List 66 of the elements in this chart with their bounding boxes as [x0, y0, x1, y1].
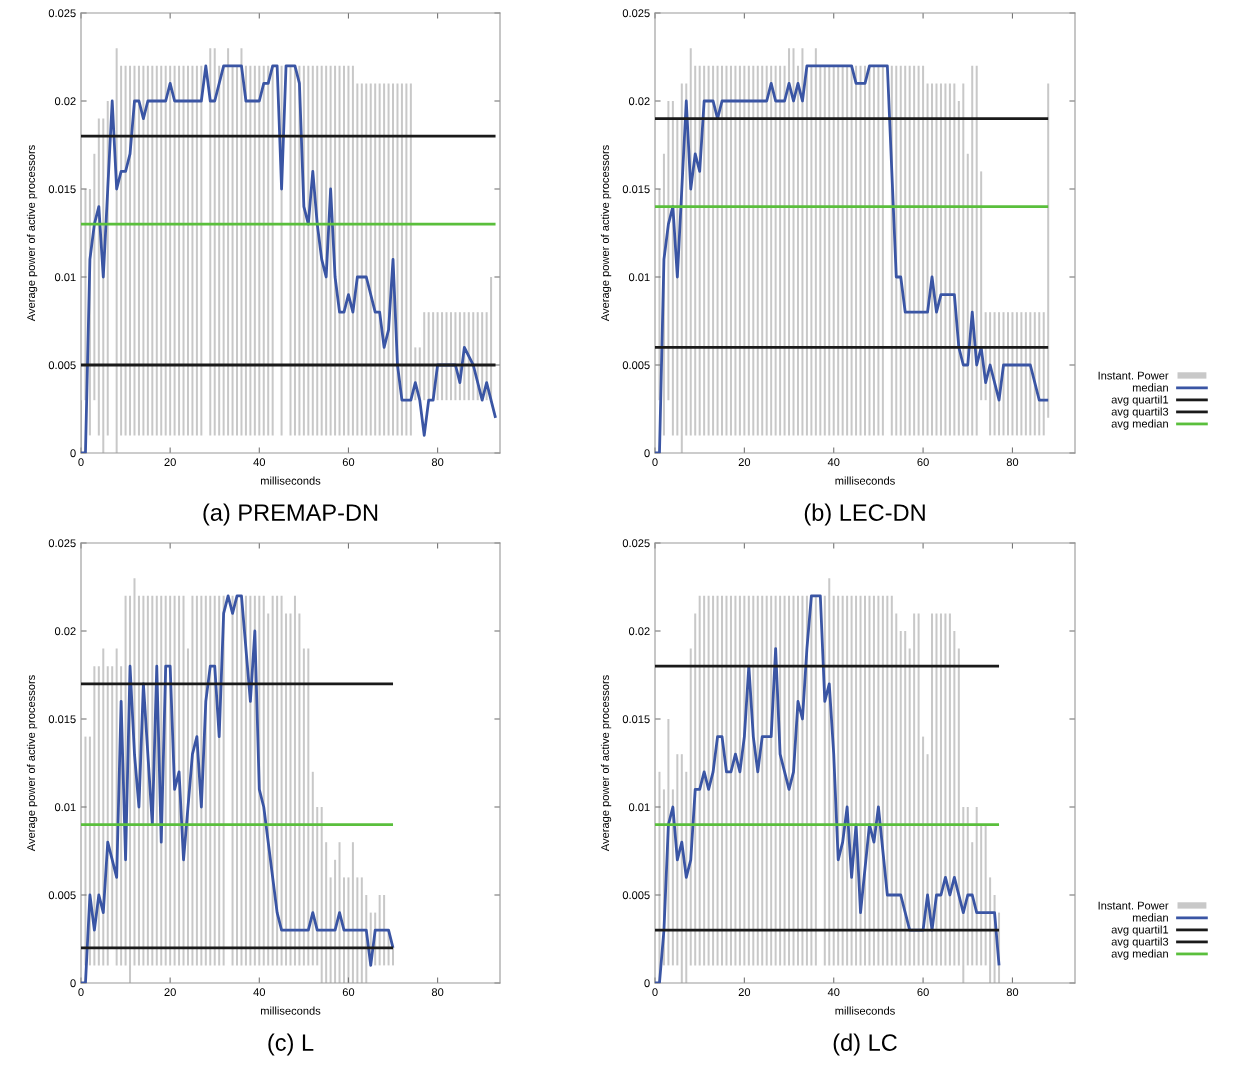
text: (b) LEC-DN [804, 503, 925, 526]
x-tick-label: 0 [78, 988, 84, 997]
y-tick-label: 0.02 [54, 627, 76, 636]
text: (c) L [268, 1033, 314, 1056]
y-tick-label: 0.02 [628, 627, 650, 636]
legend-label: avg quartil3 [1111, 407, 1169, 418]
y-axis-title: Average power of active processors [26, 675, 38, 852]
y-tick-label: 0.02 [54, 97, 76, 106]
y-axis-title: Average power of active processors [26, 145, 38, 322]
x-axis-title: milliseconds [260, 1006, 321, 1015]
y-tick-label: 0 [644, 979, 650, 988]
x-tick-label: 60 [917, 988, 929, 997]
x-axis-title: milliseconds [835, 476, 895, 485]
x-tick-label: 60 [342, 988, 355, 997]
y-tick-label: 0.015 [48, 185, 76, 194]
legend-label: avg median [1111, 419, 1168, 430]
x-tick-label: 80 [431, 458, 444, 467]
x-axis-title: milliseconds [260, 476, 321, 485]
y-tick-label: 0.015 [622, 715, 650, 724]
y-tick-label: 0 [70, 979, 76, 988]
y-tick-label: 0.01 [628, 273, 650, 282]
y-axis-title: Average power of active processors [600, 675, 612, 852]
y-tick-label: 0.005 [622, 891, 650, 900]
x-tick-label: 20 [164, 458, 176, 467]
legend-label: avg quartil3 [1111, 937, 1169, 948]
y-tick-label: 0 [644, 449, 650, 458]
y-axis-title: Average power of active processors [600, 145, 612, 322]
x-tick-label: 60 [342, 458, 355, 467]
x-tick-label: 40 [827, 458, 840, 467]
x-tick-label: 80 [1006, 988, 1019, 997]
x-tick-label: 20 [738, 988, 751, 997]
x-tick-label: 20 [164, 988, 176, 997]
text: (d) LC [833, 1033, 897, 1056]
legend-label: Instant. Power [1098, 901, 1169, 910]
x-tick-label: 40 [827, 988, 840, 997]
x-tick-label: 60 [917, 458, 929, 467]
x-tick-label: 80 [1006, 458, 1019, 467]
y-tick-label: 0.025 [48, 9, 76, 18]
y-tick-label: 0 [70, 449, 76, 458]
y-tick-label: 0.015 [622, 185, 650, 194]
x-tick-label: 0 [652, 458, 658, 467]
y-tick-label: 0.015 [48, 715, 76, 724]
legend-label: median [1132, 913, 1168, 922]
x-tick-label: 20 [738, 458, 751, 467]
y-tick-label: 0.025 [48, 539, 76, 548]
y-tick-label: 0.025 [622, 539, 650, 548]
x-tick-label: 0 [652, 988, 658, 997]
x-tick-label: 80 [431, 988, 444, 997]
text: (a) PREMAP-DN [203, 503, 378, 526]
y-tick-label: 0.01 [54, 273, 76, 282]
legend-label: Instant. Power [1098, 371, 1169, 380]
x-axis-title: milliseconds [835, 1006, 895, 1015]
y-tick-label: 0.025 [622, 9, 650, 18]
x-tick-label: 40 [253, 988, 266, 997]
legend-label: avg median [1111, 949, 1168, 960]
x-tick-label: 0 [78, 458, 84, 467]
legend-label: median [1132, 383, 1168, 392]
legend-label: avg quartil1 [1111, 395, 1169, 406]
y-tick-label: 0.005 [622, 361, 650, 370]
y-tick-label: 0.02 [628, 97, 650, 106]
y-tick-label: 0.005 [48, 891, 76, 900]
y-tick-label: 0.01 [54, 803, 76, 812]
x-tick-label: 40 [253, 458, 266, 467]
y-tick-label: 0.005 [48, 361, 76, 370]
legend-label: avg quartil1 [1111, 925, 1169, 936]
y-tick-label: 0.01 [628, 803, 650, 812]
